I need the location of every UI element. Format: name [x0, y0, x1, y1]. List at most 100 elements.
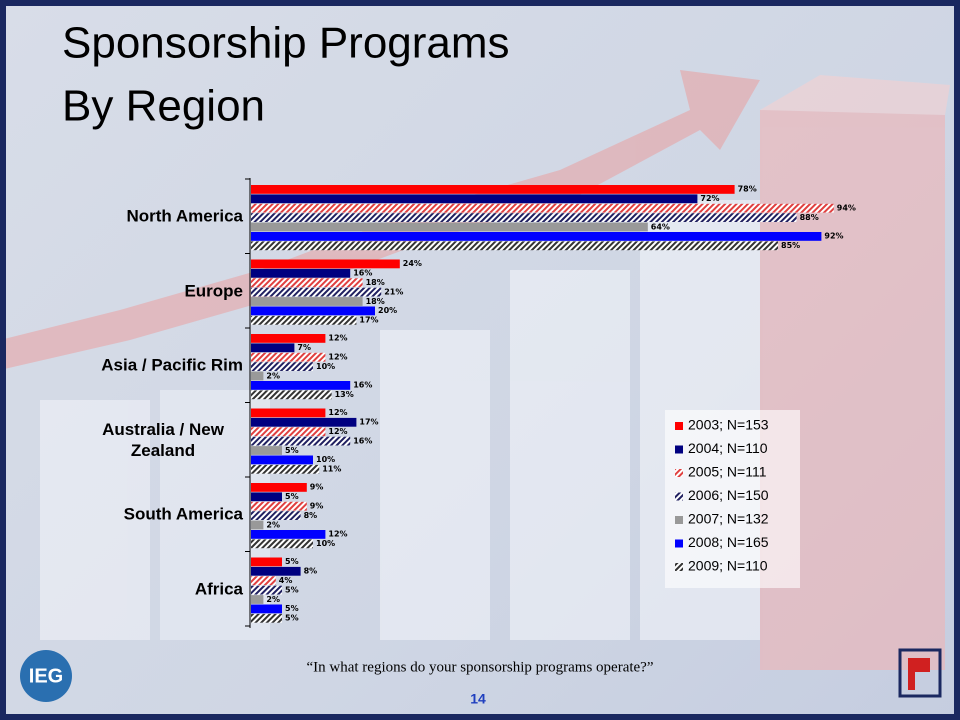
bar	[251, 417, 357, 427]
logo: IEG	[29, 665, 63, 687]
legend-swatch	[675, 469, 683, 477]
legend-swatch	[675, 445, 683, 454]
value-label: 16%	[353, 269, 372, 278]
bar	[251, 576, 276, 586]
value-label: 5%	[285, 492, 299, 501]
bar	[251, 539, 313, 549]
value-label: 7%	[297, 343, 311, 352]
category-label: Europe	[184, 281, 243, 301]
bar	[251, 306, 375, 316]
bar	[251, 595, 264, 604]
bar	[251, 390, 332, 400]
chart-title: By Region	[62, 82, 265, 131]
logo-circle	[20, 650, 72, 702]
value-label: 4%	[279, 576, 293, 585]
value-label: 13%	[335, 390, 354, 399]
value-label: 2%	[266, 520, 280, 529]
value-label: 9%	[310, 502, 324, 511]
legend-label: 2008; N=165	[688, 534, 769, 550]
value-label: 12%	[328, 334, 347, 343]
value-label: 18%	[366, 278, 385, 287]
legend-swatch	[675, 563, 683, 571]
bar	[251, 343, 295, 353]
value-label: 21%	[384, 287, 403, 296]
bar	[251, 222, 648, 232]
legend-label: 2005; N=111	[688, 464, 767, 480]
bar	[251, 455, 313, 465]
value-label: 5%	[285, 585, 299, 594]
category-label: South America	[123, 504, 243, 524]
value-label: 85%	[781, 241, 800, 250]
value-label: 5%	[285, 614, 299, 623]
legend-swatch	[675, 492, 683, 501]
bar	[251, 530, 326, 539]
chart-title: Sponsorship Programs	[62, 19, 510, 68]
value-label: 17%	[359, 316, 378, 325]
value-label: 94%	[837, 204, 856, 213]
value-label: 72%	[700, 194, 719, 203]
bar	[251, 492, 282, 502]
bar	[251, 520, 264, 530]
bar	[251, 315, 357, 325]
bar	[251, 297, 363, 306]
value-label: 88%	[800, 213, 819, 222]
value-label: 10%	[316, 539, 335, 548]
value-label: 10%	[316, 362, 335, 371]
value-label: 11%	[322, 465, 341, 474]
category-label: Africa	[194, 579, 243, 599]
legend-label: 2009; N=110	[688, 558, 768, 574]
legend-label: 2004; N=110	[688, 440, 768, 456]
value-label: 20%	[378, 306, 397, 315]
value-label: 17%	[359, 418, 378, 427]
bar	[251, 436, 351, 446]
value-label: 5%	[285, 446, 299, 455]
bar	[251, 185, 735, 194]
bar	[251, 287, 382, 297]
bar	[251, 352, 326, 362]
bar	[251, 427, 326, 437]
bar	[251, 259, 400, 269]
bar	[251, 213, 797, 222]
value-label: 5%	[285, 557, 299, 566]
legend-label: 2007; N=132	[688, 511, 769, 527]
value-label: 12%	[328, 427, 347, 436]
value-label: 78%	[738, 185, 757, 194]
legend-label: 2003; N=153	[688, 417, 769, 433]
value-label: 92%	[824, 232, 843, 241]
bar	[251, 557, 282, 567]
value-label: 5%	[285, 604, 299, 613]
bar	[251, 381, 351, 390]
value-label: 2%	[266, 371, 280, 380]
value-label: 8%	[304, 511, 318, 520]
bar	[251, 566, 301, 576]
legend-label: 2006; N=150	[688, 487, 769, 503]
bar	[251, 585, 282, 595]
legend-swatch	[675, 539, 683, 548]
value-label: 12%	[328, 353, 347, 362]
bar	[251, 464, 320, 474]
bar	[251, 511, 301, 520]
value-label: 16%	[353, 381, 372, 390]
bar	[251, 446, 282, 455]
value-label: 18%	[366, 297, 385, 306]
value-label: 2%	[266, 595, 280, 604]
bar	[251, 334, 326, 343]
value-label: 16%	[353, 436, 372, 445]
category-label: Asia / Pacific Rim	[101, 355, 243, 375]
bar	[251, 203, 834, 213]
bar	[251, 501, 307, 511]
bar	[251, 194, 698, 204]
value-label: 8%	[304, 567, 318, 576]
value-label: 12%	[328, 408, 347, 417]
bar	[251, 483, 307, 492]
bar	[251, 613, 282, 623]
question: “In what regions do your sponsorship pro…	[307, 659, 654, 675]
bar	[251, 371, 264, 381]
bar	[251, 241, 778, 251]
category-label: Australia / New Zealand	[102, 419, 224, 460]
bar	[251, 268, 351, 278]
value-label: 10%	[316, 455, 335, 464]
right-logo	[898, 648, 942, 698]
